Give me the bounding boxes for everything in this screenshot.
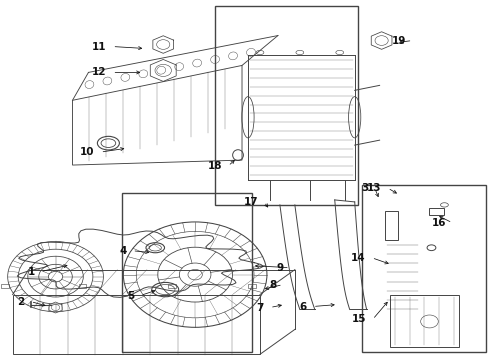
Bar bbox=[248, 284, 256, 288]
Text: 16: 16 bbox=[432, 218, 446, 228]
Text: 7: 7 bbox=[257, 302, 264, 312]
Text: 17: 17 bbox=[244, 197, 258, 207]
Bar bbox=[78, 284, 86, 288]
Bar bbox=[168, 284, 176, 288]
Text: 2: 2 bbox=[18, 297, 25, 306]
Text: 10: 10 bbox=[80, 147, 95, 157]
Text: 3: 3 bbox=[362, 183, 369, 193]
Text: 8: 8 bbox=[270, 280, 277, 289]
Bar bbox=[1, 284, 9, 288]
Text: 1: 1 bbox=[27, 267, 35, 276]
Bar bbox=[429, 208, 444, 215]
Text: 4: 4 bbox=[119, 246, 126, 256]
Text: 5: 5 bbox=[127, 291, 134, 301]
Text: 12: 12 bbox=[92, 67, 106, 77]
Text: 18: 18 bbox=[208, 161, 222, 171]
Bar bbox=[385, 211, 398, 240]
Text: 11: 11 bbox=[92, 41, 106, 51]
Text: 13: 13 bbox=[367, 183, 382, 193]
Text: 19: 19 bbox=[392, 36, 407, 46]
Text: 15: 15 bbox=[352, 314, 367, 324]
Text: 9: 9 bbox=[277, 263, 284, 273]
Text: 6: 6 bbox=[300, 302, 307, 311]
Text: 14: 14 bbox=[351, 253, 366, 263]
